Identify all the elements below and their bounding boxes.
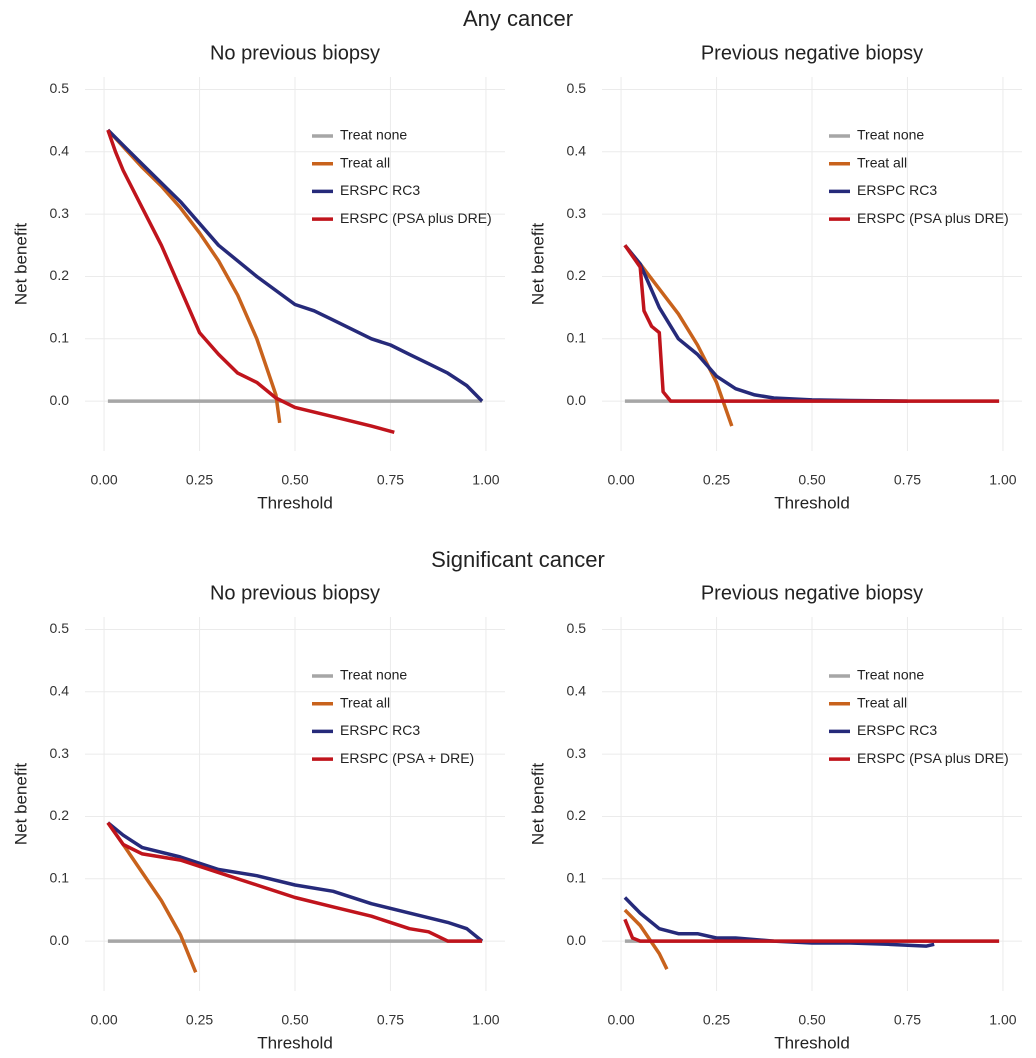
series-line [623, 918, 1000, 943]
x-tick-label: 0.00 [90, 1012, 117, 1028]
y-tick-label: 0.3 [50, 205, 70, 221]
legend-label: ERSPC (PSA plus DRE) [857, 750, 1009, 766]
y-tick-label: 0.5 [567, 80, 587, 96]
panel-title: Previous negative biopsy [701, 582, 923, 604]
y-tick-label: 0.3 [567, 745, 587, 761]
y-tick-label: 0.2 [567, 807, 587, 823]
y-axis-label: Net benefit [11, 763, 30, 845]
x-tick-label: 0.25 [703, 472, 730, 488]
legend-label: Treat all [340, 694, 390, 710]
y-tick-label: 0.1 [50, 870, 70, 886]
y-tick-label: 0.0 [567, 392, 587, 408]
x-axis-label: Threshold [257, 1033, 333, 1052]
series-line [623, 244, 908, 403]
legend-label: ERSPC RC3 [857, 722, 937, 738]
legend-label: ERSPC (PSA + DRE) [340, 750, 474, 766]
y-tick-label: 0.2 [567, 267, 587, 283]
series-line [623, 896, 935, 948]
x-tick-label: 0.75 [894, 1012, 921, 1028]
series-line [106, 821, 483, 943]
y-tick-label: 0.1 [567, 870, 587, 886]
x-tick-label: 1.00 [472, 472, 499, 488]
x-tick-label: 0.75 [377, 1012, 404, 1028]
y-tick-label: 0.3 [50, 745, 70, 761]
panel-title: No previous biopsy [210, 42, 380, 64]
legend-label: Treat all [857, 154, 907, 170]
section-title: Significant cancer [431, 547, 605, 572]
y-tick-label: 0.5 [50, 80, 70, 96]
x-tick-label: 0.00 [607, 1012, 634, 1028]
x-axis-label: Threshold [774, 493, 850, 512]
panel-title: No previous biopsy [210, 582, 380, 604]
series-line [106, 128, 484, 403]
series-line [106, 821, 484, 943]
x-tick-label: 0.75 [894, 472, 921, 488]
legend-label: Treat all [857, 694, 907, 710]
x-tick-label: 0.75 [377, 472, 404, 488]
x-tick-label: 0.00 [90, 472, 117, 488]
x-tick-label: 0.25 [186, 1012, 213, 1028]
x-tick-label: 0.00 [607, 472, 634, 488]
legend-label: Treat none [857, 667, 924, 683]
y-tick-label: 0.2 [50, 807, 70, 823]
x-axis-label: Threshold [774, 1033, 850, 1052]
y-tick-label: 0.1 [50, 330, 70, 346]
legend-label: ERSPC RC3 [340, 722, 420, 738]
x-tick-label: 0.25 [703, 1012, 730, 1028]
y-tick-label: 0.4 [567, 143, 587, 159]
y-axis-label: Net benefit [11, 223, 30, 305]
x-tick-label: 0.50 [281, 1012, 308, 1028]
x-tick-label: 0.25 [186, 472, 213, 488]
x-axis-label: Threshold [257, 493, 333, 512]
y-tick-label: 0.0 [50, 392, 70, 408]
y-tick-label: 0.4 [50, 143, 70, 159]
y-tick-label: 0.5 [567, 620, 587, 636]
y-tick-label: 0.0 [567, 932, 587, 948]
legend-label: Treat all [340, 154, 390, 170]
legend-label: ERSPC RC3 [857, 182, 937, 198]
y-tick-label: 0.1 [567, 330, 587, 346]
x-tick-label: 0.50 [798, 1012, 825, 1028]
x-tick-label: 1.00 [989, 1012, 1016, 1028]
y-tick-label: 0.4 [567, 683, 587, 699]
section-title: Any cancer [463, 6, 573, 31]
y-tick-label: 0.3 [567, 205, 587, 221]
x-tick-label: 1.00 [989, 472, 1016, 488]
series-line [623, 244, 1000, 403]
y-axis-label: Net benefit [528, 763, 547, 845]
series-line [106, 128, 282, 424]
series-line [106, 129, 395, 434]
legend-label: ERSPC (PSA plus DRE) [340, 210, 492, 226]
x-tick-label: 0.50 [281, 472, 308, 488]
panel-title: Previous negative biopsy [701, 42, 923, 64]
legend-label: ERSPC RC3 [340, 182, 420, 198]
y-tick-label: 0.4 [50, 683, 70, 699]
y-tick-label: 0.2 [50, 267, 70, 283]
series-line [106, 821, 198, 973]
legend-label: Treat none [340, 127, 407, 143]
x-tick-label: 1.00 [472, 1012, 499, 1028]
legend-label: Treat none [857, 127, 924, 143]
legend-label: Treat none [340, 667, 407, 683]
legend-label: ERSPC (PSA plus DRE) [857, 210, 1009, 226]
y-axis-label: Net benefit [528, 223, 547, 305]
x-tick-label: 0.50 [798, 472, 825, 488]
y-tick-label: 0.0 [50, 932, 70, 948]
y-tick-label: 0.5 [50, 620, 70, 636]
